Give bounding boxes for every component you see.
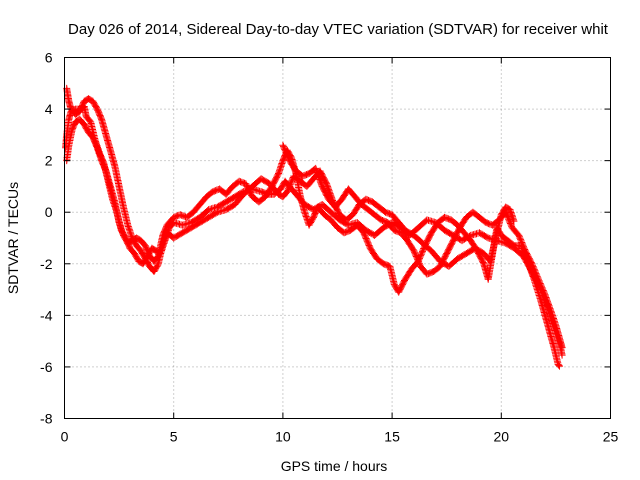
series-track-1	[62, 103, 566, 359]
data-point-marker	[533, 271, 541, 279]
data-marks	[62, 84, 566, 370]
x-tick-label: 25	[603, 429, 619, 445]
y-axis-label: SDTVAR / TECUs	[5, 182, 21, 294]
data-point-marker	[505, 215, 513, 223]
data-point-marker	[554, 360, 562, 368]
x-tick-label: 20	[494, 429, 510, 445]
y-tick-label: -6	[40, 359, 53, 375]
data-point-marker	[517, 236, 525, 244]
data-point-marker	[558, 351, 566, 359]
data-point-marker	[360, 230, 368, 238]
x-tick-label: 0	[61, 429, 69, 445]
data-point-marker	[415, 258, 423, 266]
y-tick-label: -8	[40, 411, 53, 427]
series-track-4	[279, 141, 566, 352]
data-point-marker	[419, 246, 427, 254]
x-tick-label: 10	[275, 429, 291, 445]
data-point-marker	[533, 272, 541, 280]
plot-frame	[64, 57, 611, 419]
data-point-marker	[360, 229, 368, 237]
data-point-marker	[517, 237, 525, 245]
y-tick-label: 0	[45, 204, 53, 220]
data-point-marker	[414, 257, 422, 265]
x-tick-label: 15	[384, 429, 400, 445]
x-axis-label: GPS time / hours	[281, 458, 388, 474]
data-point-marker	[286, 181, 294, 189]
data-point-marker	[419, 247, 426, 255]
y-tick-label: -4	[40, 307, 53, 323]
y-tick-label: 2	[45, 153, 53, 169]
grid-layer	[64, 57, 611, 419]
data-point-marker	[556, 362, 563, 370]
data-point-marker	[555, 361, 563, 369]
y-tick-label: 4	[45, 101, 53, 117]
chart-title: Day 026 of 2014, Sidereal Day-to-day VTE…	[68, 21, 609, 38]
y-tick-label: 6	[45, 50, 53, 66]
data-point-marker	[558, 344, 566, 352]
y-tick-label: -2	[40, 256, 53, 272]
x-tick-label: 5	[170, 429, 178, 445]
axis-ticks: 0 5 10 15 20 25 -8 -6 -4 -2 0 2 4 6	[40, 50, 618, 445]
